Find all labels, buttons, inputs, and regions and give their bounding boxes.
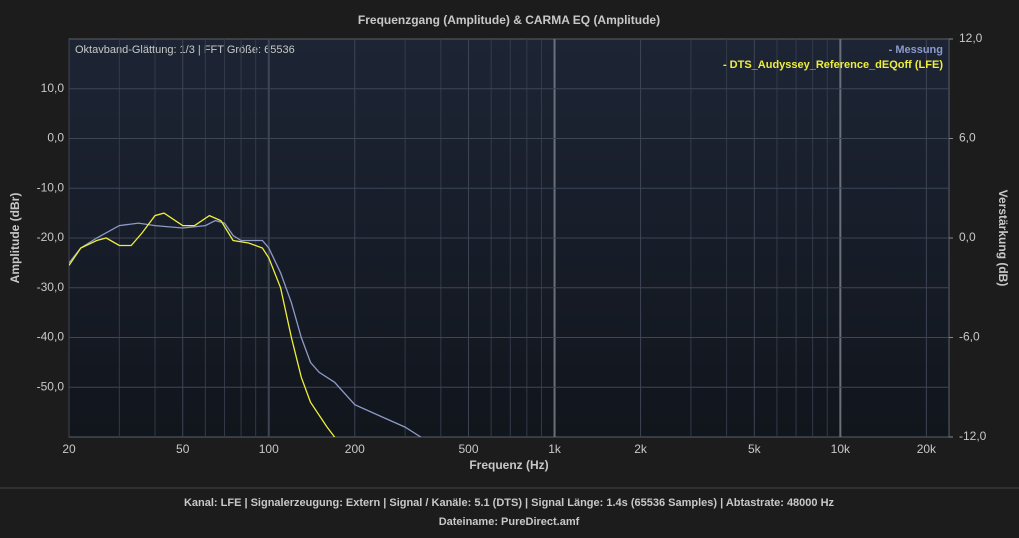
x-tick-label: 500: [459, 442, 479, 456]
annotation: Oktavband-Glättung: 1/3 | FFT Größe: 655…: [75, 44, 295, 56]
x-tick-label: 50: [176, 442, 190, 456]
y-tick-label: -10,0: [37, 180, 65, 194]
y2-tick-label: 6,0: [959, 131, 976, 145]
y-tick-label: -30,0: [37, 280, 65, 294]
x-tick-label: 20k: [917, 442, 937, 456]
chart-title: Frequenzgang (Amplitude) & CARMA EQ (Amp…: [358, 13, 660, 27]
series-line: [69, 212, 336, 437]
y-tick-label: 10,0: [41, 81, 65, 95]
x-tick-label: 10k: [831, 442, 851, 456]
y-tick-label: -40,0: [37, 330, 65, 344]
x-tick-label: 100: [259, 442, 279, 456]
y2-tick-label: 12,0: [959, 31, 983, 45]
legend-entry: - DTS_Audyssey_Reference_dEQoff (LFE): [723, 59, 943, 71]
legend-entry: - Messung: [889, 44, 943, 56]
y-tick-label: -20,0: [37, 230, 65, 244]
y-tick-label: 0,0: [47, 131, 64, 145]
series-line: [69, 219, 422, 437]
footer-info: Kanal: LFE | Signalerzeugung: Extern | S…: [184, 497, 835, 509]
x-tick-label: 1k: [548, 442, 562, 456]
y-axis-label: Amplitude (dBr): [8, 193, 22, 284]
x-tick-label: 20: [62, 442, 76, 456]
footer-file: Dateiname: PureDirect.amf: [439, 516, 580, 528]
x-tick-label: 5k: [748, 442, 762, 456]
y2-axis-label: Verstärkung (dB): [996, 190, 1010, 287]
y2-tick-label: 0,0: [959, 230, 976, 244]
x-tick-label: 2k: [634, 442, 648, 456]
y2-tick-label: -12,0: [959, 429, 987, 443]
y2-tick-label: -6,0: [959, 330, 980, 344]
x-tick-label: 200: [345, 442, 365, 456]
y-tick-label: -50,0: [37, 379, 65, 393]
x-axis-label: Frequenz (Hz): [469, 458, 548, 472]
